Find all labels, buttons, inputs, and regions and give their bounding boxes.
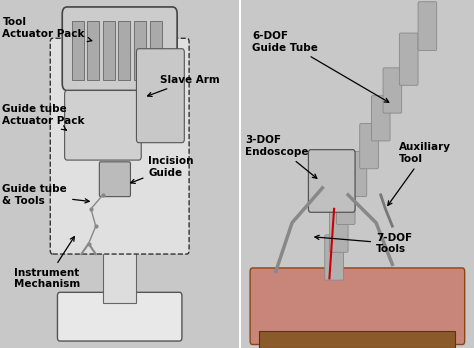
FancyBboxPatch shape	[360, 124, 378, 169]
Text: Incision
Guide: Incision Guide	[131, 156, 194, 183]
Bar	[259, 331, 456, 348]
FancyBboxPatch shape	[325, 235, 343, 280]
Bar	[103, 21, 115, 80]
Text: Guide tube
Actuator Pack: Guide tube Actuator Pack	[2, 104, 85, 130]
FancyBboxPatch shape	[57, 292, 182, 341]
Bar	[72, 21, 84, 80]
Text: 3-DOF
Endoscope: 3-DOF Endoscope	[246, 135, 317, 178]
Bar	[118, 21, 130, 80]
FancyBboxPatch shape	[250, 268, 465, 345]
Bar	[134, 21, 146, 80]
FancyBboxPatch shape	[62, 7, 177, 90]
FancyBboxPatch shape	[372, 96, 390, 141]
Text: Auxiliary
Tool: Auxiliary Tool	[388, 142, 451, 205]
Text: Guide tube
& Tools: Guide tube & Tools	[2, 184, 89, 206]
FancyBboxPatch shape	[137, 49, 184, 143]
FancyBboxPatch shape	[64, 90, 141, 160]
Text: 7-DOF
Tools: 7-DOF Tools	[315, 233, 412, 254]
FancyBboxPatch shape	[337, 179, 355, 224]
Text: Instrument
Mechanism: Instrument Mechanism	[14, 237, 81, 289]
Text: Slave Arm: Slave Arm	[147, 75, 220, 96]
Bar	[103, 198, 137, 303]
FancyBboxPatch shape	[418, 2, 437, 50]
FancyBboxPatch shape	[50, 38, 189, 254]
FancyBboxPatch shape	[383, 68, 401, 113]
FancyBboxPatch shape	[309, 150, 355, 212]
Bar	[87, 21, 100, 80]
FancyBboxPatch shape	[100, 162, 130, 197]
Text: 6-DOF
Guide Tube: 6-DOF Guide Tube	[253, 31, 389, 102]
FancyBboxPatch shape	[348, 151, 367, 197]
FancyBboxPatch shape	[400, 33, 418, 85]
Bar	[150, 21, 162, 80]
Text: Tool
Actuator Pack: Tool Actuator Pack	[2, 17, 91, 42]
FancyBboxPatch shape	[329, 207, 348, 252]
